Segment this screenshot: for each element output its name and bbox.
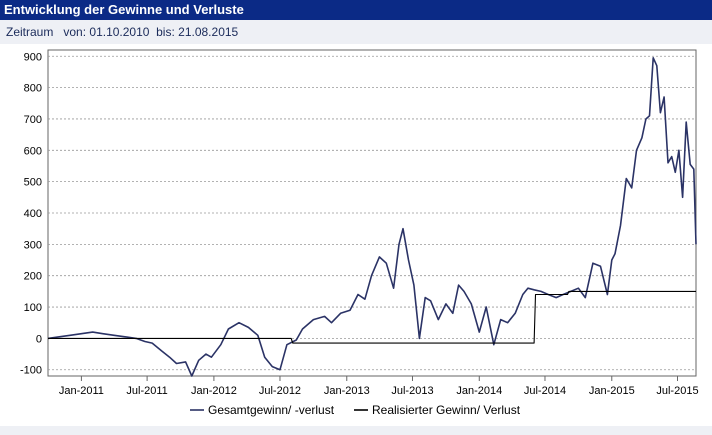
date-range-bar: Zeitraum von: 01.10.2010 bis: 21.08.2015 — [0, 20, 712, 44]
x-tick-label: Jul-2013 — [391, 385, 433, 397]
range-from-label: von: — [63, 25, 87, 39]
widget-title: Entwicklung der Gewinne und Verluste — [0, 0, 712, 20]
y-tick-label: 100 — [24, 302, 42, 314]
range-from-date: 01.10.2010 — [89, 25, 150, 39]
range-to-label: bis: — [156, 25, 175, 39]
bottom-band — [0, 426, 712, 435]
y-tick-label: 200 — [24, 271, 42, 283]
legend-label: Realisierter Gewinn/ Verlust — [372, 403, 521, 417]
y-tick-label: 900 — [24, 51, 42, 63]
x-tick-label: Jul-2011 — [126, 385, 167, 397]
x-tick-label: Jan-2015 — [589, 385, 635, 397]
x-tick-label: Jan-2011 — [59, 385, 104, 397]
y-tick-label: 500 — [24, 177, 42, 189]
x-tick-label: Jan-2012 — [191, 385, 237, 397]
y-tick-label: 400 — [24, 208, 42, 220]
y-tick-label: -100 — [20, 365, 42, 377]
y-tick-label: 700 — [24, 114, 42, 126]
y-tick-label: 300 — [24, 239, 42, 251]
x-tick-label: Jan-2014 — [456, 385, 502, 397]
realized-profit-line — [48, 290, 696, 344]
line-chart: -100 0 100 200 300 400 500 600 700 800 900 Jan-2011… — [20, 49, 699, 417]
x-tick-label: Jul-2015 — [656, 385, 698, 397]
y-tick-label: 800 — [24, 83, 42, 95]
x-tick-label: Jul-2012 — [259, 385, 301, 397]
legend-label: Gesamtgewinn/ -verlust — [208, 403, 335, 417]
x-tick-label: Jul-2014 — [524, 385, 566, 397]
y-tick-label: 600 — [24, 145, 42, 157]
range-label: Zeitraum — [6, 25, 54, 39]
chart-area: -100 0 100 200 300 400 500 600 700 800 900 Jan-2011… — [6, 44, 706, 426]
x-tick-label: Jan-2013 — [324, 385, 370, 397]
range-to-date: 21.08.2015 — [178, 25, 239, 39]
y-tick-label: 0 — [36, 333, 42, 345]
total-profit-line — [47, 57, 697, 377]
